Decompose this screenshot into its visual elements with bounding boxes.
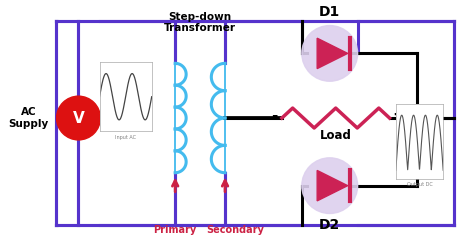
Text: Input AC: Input AC <box>115 135 136 140</box>
Text: Load: Load <box>320 129 352 142</box>
Text: Primary: Primary <box>154 225 197 235</box>
Text: Step-down
Transformer: Step-down Transformer <box>164 12 236 33</box>
Circle shape <box>302 158 358 214</box>
Text: D2: D2 <box>319 218 340 232</box>
Polygon shape <box>317 38 347 69</box>
Text: Output DC: Output DC <box>407 182 432 187</box>
Text: V: V <box>73 111 84 125</box>
Text: Secondary: Secondary <box>206 225 264 235</box>
Text: -: - <box>271 108 277 123</box>
Text: AC
Supply: AC Supply <box>9 107 49 129</box>
Text: +: + <box>392 106 407 124</box>
Circle shape <box>56 96 100 140</box>
Circle shape <box>302 26 358 81</box>
Polygon shape <box>317 170 347 201</box>
Text: D1: D1 <box>319 5 340 19</box>
